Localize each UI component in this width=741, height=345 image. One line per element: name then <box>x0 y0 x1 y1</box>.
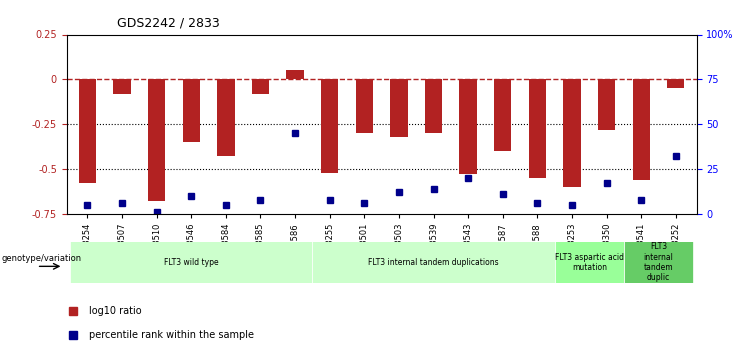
Bar <box>252 79 269 94</box>
Bar <box>182 79 200 142</box>
Bar <box>287 70 304 79</box>
Text: FLT3 aspartic acid
mutation: FLT3 aspartic acid mutation <box>555 253 624 272</box>
Text: FLT3 internal tandem duplications: FLT3 internal tandem duplications <box>368 258 499 267</box>
Text: genotype/variation: genotype/variation <box>1 254 82 263</box>
FancyBboxPatch shape <box>555 241 624 283</box>
Text: GDS2242 / 2833: GDS2242 / 2833 <box>117 16 220 29</box>
Bar <box>425 79 442 133</box>
FancyBboxPatch shape <box>70 241 313 283</box>
Bar <box>79 79 96 184</box>
Bar <box>217 79 235 157</box>
Bar <box>528 79 546 178</box>
Text: log10 ratio: log10 ratio <box>89 306 142 316</box>
Bar <box>494 79 511 151</box>
Text: percentile rank within the sample: percentile rank within the sample <box>89 330 253 339</box>
Bar <box>148 79 165 201</box>
Bar <box>391 79 408 137</box>
Bar <box>321 79 339 172</box>
Bar <box>598 79 615 130</box>
Text: FLT3 wild type: FLT3 wild type <box>164 258 219 267</box>
Bar <box>459 79 476 175</box>
Bar <box>356 79 373 133</box>
Bar <box>563 79 581 187</box>
Text: FLT3
internal
tandem
duplic: FLT3 internal tandem duplic <box>643 242 674 282</box>
Bar <box>113 79 130 94</box>
Bar <box>667 79 685 88</box>
FancyBboxPatch shape <box>624 241 693 283</box>
Bar <box>633 79 650 180</box>
FancyBboxPatch shape <box>313 241 555 283</box>
